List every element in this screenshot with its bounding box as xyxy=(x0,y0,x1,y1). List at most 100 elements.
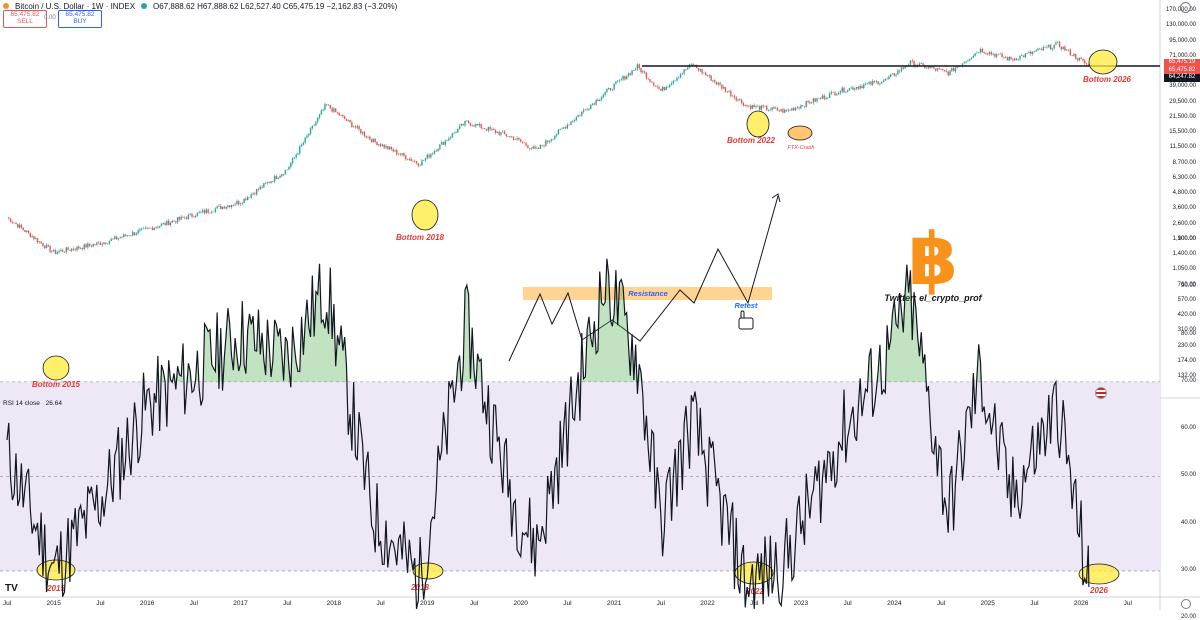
price-candle xyxy=(516,138,518,140)
horizontal-line-price-tag: 64,247.82 xyxy=(1164,74,1200,82)
price-candle xyxy=(947,71,949,76)
price-candle xyxy=(417,163,420,166)
price-candle xyxy=(370,139,373,143)
price-candle xyxy=(36,238,39,243)
price-candle xyxy=(8,217,10,219)
price-candle xyxy=(582,110,585,113)
price-candle xyxy=(699,69,702,71)
price-candle xyxy=(392,149,394,152)
price-candle xyxy=(710,75,712,81)
price-candle xyxy=(739,99,741,101)
price-candle xyxy=(654,85,657,87)
price-candle xyxy=(805,100,807,107)
price-candle xyxy=(1071,55,1073,56)
price-candle xyxy=(588,109,590,111)
price-candle xyxy=(153,227,155,231)
price-candle xyxy=(272,181,274,182)
time-tick-label: Jul xyxy=(2,600,12,607)
rsi-tick-label: 100.00 xyxy=(1177,235,1196,242)
price-candle xyxy=(661,86,664,91)
price-candle xyxy=(810,102,813,104)
price-candle xyxy=(658,87,660,89)
price-candle xyxy=(527,145,529,148)
price-candle xyxy=(757,105,759,107)
price-candle xyxy=(248,197,251,198)
auto-scale-icon[interactable] xyxy=(1181,599,1191,609)
price-candle xyxy=(936,68,939,71)
price-candle xyxy=(18,224,21,228)
price-candle xyxy=(1057,41,1059,43)
price-candle xyxy=(952,68,955,72)
price-candle xyxy=(157,227,159,228)
price-candle xyxy=(117,238,120,240)
price-candle xyxy=(609,88,612,91)
price-candle xyxy=(956,66,958,69)
price-candle xyxy=(1049,44,1052,50)
price-candle xyxy=(282,174,285,175)
price-candle xyxy=(415,161,418,164)
price-candle xyxy=(236,201,238,205)
price-candle xyxy=(949,70,951,76)
price-candle xyxy=(857,87,860,89)
price-candle xyxy=(970,57,973,60)
price-candle xyxy=(281,174,283,176)
tradingview-logo-icon[interactable]: TV xyxy=(5,583,18,594)
price-candle xyxy=(724,87,727,92)
price-candle xyxy=(667,86,669,88)
price-candle xyxy=(114,236,116,239)
price-candle xyxy=(491,128,493,130)
price-candle xyxy=(828,93,831,98)
price-candle xyxy=(139,229,141,231)
price-candle xyxy=(537,147,540,149)
price-candle xyxy=(550,139,552,141)
price-tick-label: 39,000.00 xyxy=(1169,83,1196,90)
symbol-title[interactable]: Bitcoin / U.S. Dollar · 1W · INDEX xyxy=(15,1,136,11)
price-candle xyxy=(1062,46,1064,50)
settings-icon[interactable] xyxy=(1180,2,1191,13)
price-candle xyxy=(185,217,188,219)
price-candle xyxy=(119,237,121,239)
price-tick-label: 174.00 xyxy=(1177,357,1196,364)
price-candle xyxy=(600,96,603,100)
rsi-line xyxy=(6,258,1090,609)
price-candle xyxy=(823,95,825,99)
rsi-legend[interactable]: RSI 14 close 26.64 xyxy=(3,400,62,407)
price-candle xyxy=(800,105,802,109)
price-candle xyxy=(595,99,597,105)
us-flag-icon[interactable] xyxy=(1095,387,1107,399)
price-candle xyxy=(313,125,315,126)
price-candle xyxy=(225,206,227,209)
time-tick-label: 2026 xyxy=(1073,600,1089,607)
price-candle xyxy=(15,223,17,225)
price-candle xyxy=(234,204,236,206)
price-candle xyxy=(1008,56,1010,61)
bottom-2015-highlight xyxy=(42,355,70,381)
buy-button[interactable]: 65,475.82 BUY xyxy=(58,10,102,28)
price-candle xyxy=(525,143,527,146)
time-tick-label: 2023 xyxy=(793,600,809,607)
price-candle xyxy=(898,70,901,72)
price-candle xyxy=(243,198,245,204)
price-candle xyxy=(349,119,351,123)
price-candle xyxy=(169,222,172,226)
price-candle xyxy=(342,115,344,117)
price-candle xyxy=(487,127,490,131)
price-candle xyxy=(478,123,481,126)
price-candle xyxy=(943,70,946,71)
price-candle xyxy=(1080,57,1082,60)
price-candle xyxy=(708,75,710,77)
ftx-crash-label: FTX-Crash xyxy=(788,145,815,151)
price-candle xyxy=(972,55,975,58)
sell-button[interactable]: 65,475.82 SELL xyxy=(3,10,47,28)
price-candle xyxy=(180,216,182,220)
price-candle xyxy=(900,67,903,72)
annotations-layer: Bottom 2015 Bottom 2018 Bottom 2022 FTX-Cra… xyxy=(32,49,1160,596)
price-candle xyxy=(701,69,703,74)
price-candle xyxy=(279,175,281,178)
price-candle xyxy=(343,116,346,120)
price-candle xyxy=(65,247,67,253)
price-candle xyxy=(945,70,948,72)
price-candle xyxy=(498,131,500,135)
price-candle xyxy=(302,142,305,145)
